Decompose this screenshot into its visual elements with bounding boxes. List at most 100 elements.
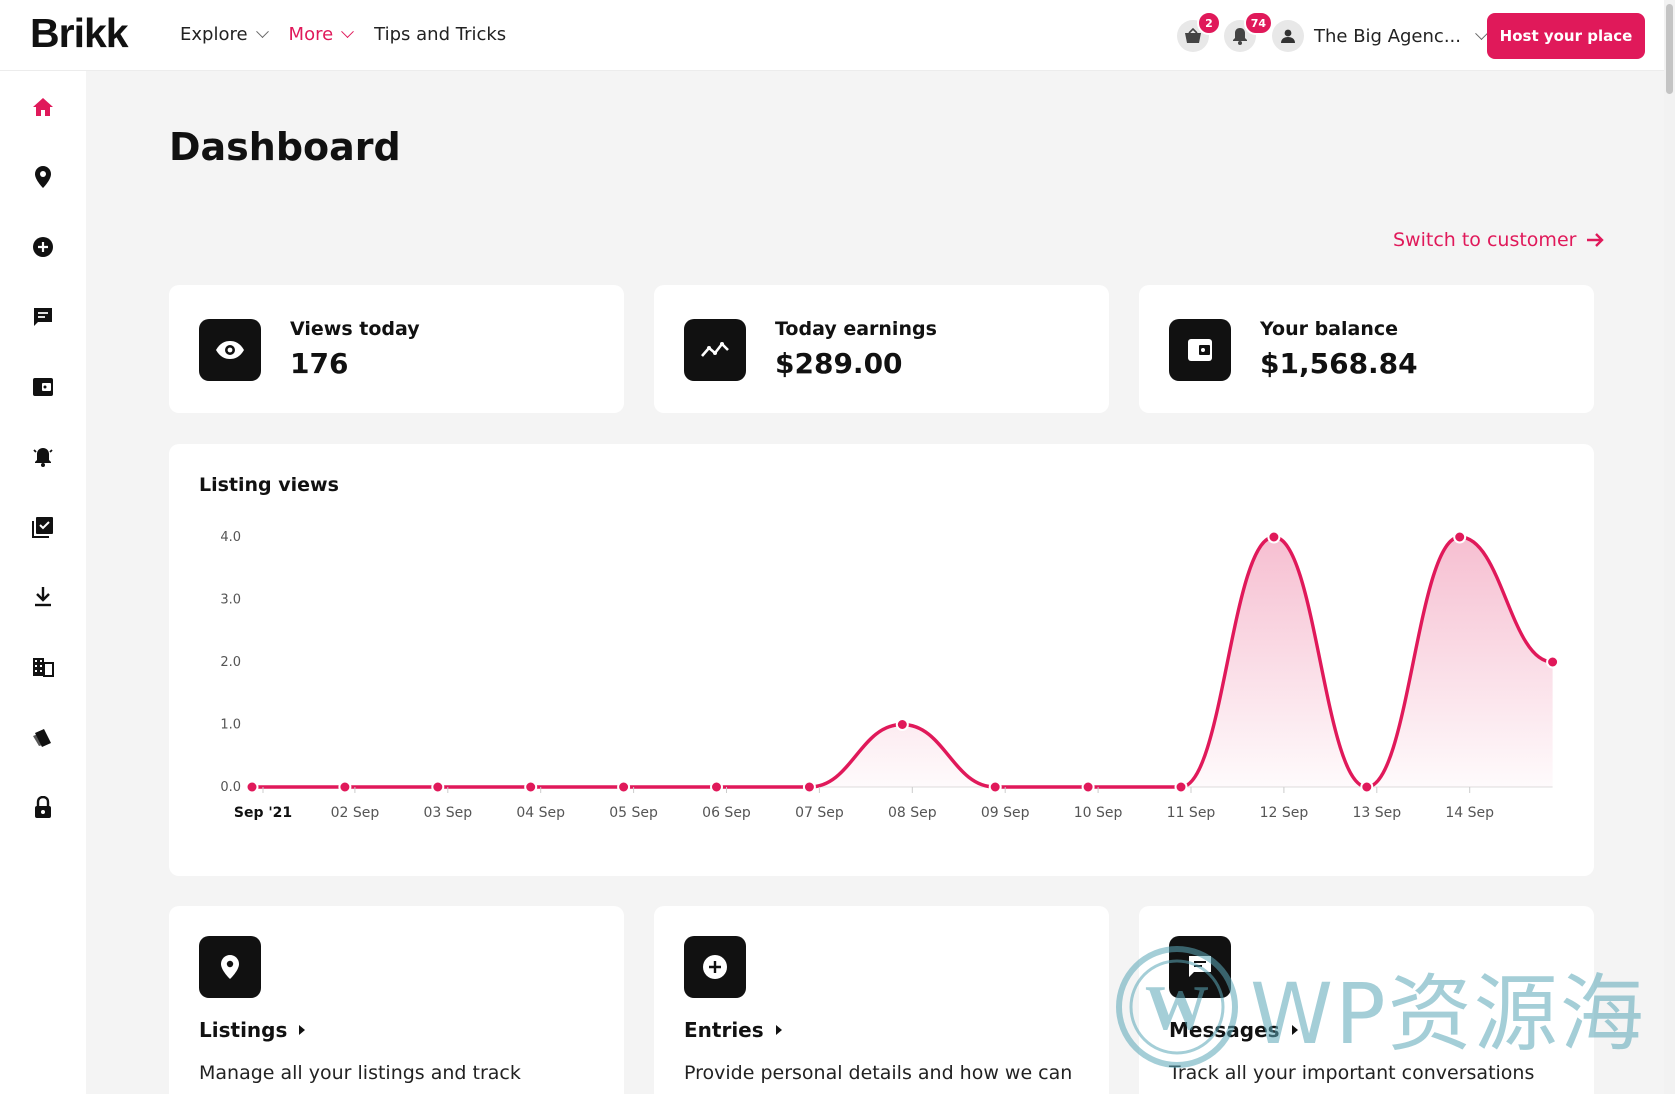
chevron-down-icon xyxy=(341,25,355,39)
listing-views-chart: 0.0 1.0 2.0 3.0 4.0 Sep '21 02 Sep 03 Sep 04 Sep… xyxy=(220,530,1560,821)
wallet-icon xyxy=(1188,339,1212,361)
data-point[interactable] xyxy=(802,780,816,794)
feature-title-text: Messages xyxy=(1169,1018,1280,1042)
feature-card-messages[interactable]: Messages Track all your important conver… xyxy=(1139,906,1594,1094)
stat-card-earnings: Today earnings $289.00 xyxy=(654,285,1109,413)
y-tick-label: 1.0 xyxy=(220,718,241,733)
feature-title[interactable]: Messages xyxy=(1169,1018,1298,1042)
listing-views-card: Listing views 0.0 1.0 2.0 3.0 4.0 Sep '21 02 S… xyxy=(169,444,1594,876)
x-tick-label: Sep '21 xyxy=(234,805,292,821)
home-icon xyxy=(33,98,53,116)
wallet-icon xyxy=(33,378,53,396)
checklist-icon xyxy=(32,517,53,538)
download-icon xyxy=(35,587,51,607)
notifications-button[interactable]: 74 xyxy=(1224,11,1273,52)
x-tick-label: 14 Sep xyxy=(1445,805,1494,821)
nav-tips[interactable]: Tips and Tricks xyxy=(374,24,506,45)
feature-title[interactable]: Listings xyxy=(199,1018,306,1042)
sidebar-item-home[interactable] xyxy=(27,91,59,123)
nav-explore[interactable]: Explore xyxy=(180,24,269,45)
notification-count-badge: 74 xyxy=(1243,11,1273,35)
plus-circle-icon xyxy=(33,237,53,257)
scrollbar-thumb[interactable] xyxy=(1666,4,1673,94)
chat-icon xyxy=(1189,956,1211,977)
alarm-bell-icon xyxy=(33,448,53,467)
x-tick-label: 08 Sep xyxy=(888,805,937,821)
data-point[interactable] xyxy=(1081,780,1095,794)
data-point[interactable] xyxy=(988,780,1002,794)
sidebar-item-messages[interactable] xyxy=(27,301,59,333)
sidebar-item-tasks[interactable] xyxy=(27,511,59,543)
y-tick-label: 4.0 xyxy=(220,530,241,545)
main-nav: Explore More Tips and Tricks xyxy=(180,24,518,45)
feature-title-text: Listings xyxy=(199,1018,288,1042)
stat-value: 176 xyxy=(290,347,349,380)
feature-card-listings[interactable]: Listings Manage all your listings and tr… xyxy=(169,906,624,1094)
sidebar-item-security[interactable] xyxy=(27,791,59,823)
account-menu[interactable]: The Big Agenc... xyxy=(1272,20,1488,52)
plus-circle-icon xyxy=(703,955,727,979)
x-tick-label: 04 Sep xyxy=(516,805,565,821)
y-tick-label: 3.0 xyxy=(220,593,241,608)
data-point[interactable] xyxy=(1360,780,1374,794)
lock-icon xyxy=(35,796,51,818)
brand-logo[interactable]: Brikk xyxy=(30,10,129,56)
account-name: The Big Agenc... xyxy=(1314,25,1461,47)
data-point[interactable] xyxy=(710,780,723,794)
sidebar-item-listings[interactable] xyxy=(27,161,59,193)
sidebar-item-add[interactable] xyxy=(27,231,59,263)
map-pin-icon xyxy=(221,955,239,979)
nav-explore-label: Explore xyxy=(180,24,248,45)
data-point[interactable] xyxy=(524,780,538,794)
map-pin-icon xyxy=(35,166,51,188)
series-area xyxy=(252,537,1553,787)
stat-icon-box xyxy=(199,319,261,381)
x-tick-label: 11 Sep xyxy=(1167,805,1216,821)
cart-count-badge: 2 xyxy=(1197,11,1221,35)
caret-right-icon xyxy=(775,1025,782,1035)
page-scrollbar[interactable] xyxy=(1664,0,1675,1094)
caret-right-icon xyxy=(299,1025,306,1035)
x-tick-label: 03 Sep xyxy=(423,805,472,821)
y-tick-label: 0.0 xyxy=(220,780,241,795)
sidebar-item-properties[interactable] xyxy=(27,651,59,683)
sidebar-item-downloads[interactable] xyxy=(27,581,59,613)
page-title: Dashboard xyxy=(169,125,401,169)
basket-icon xyxy=(1185,28,1201,43)
building-icon xyxy=(33,658,54,677)
stat-label: Views today xyxy=(290,318,420,340)
data-point[interactable] xyxy=(1174,780,1188,794)
data-point[interactable] xyxy=(1267,530,1281,544)
host-your-place-button[interactable]: Host your place xyxy=(1487,13,1645,59)
user-icon xyxy=(1281,29,1295,43)
stat-icon-box xyxy=(1169,319,1231,381)
feature-desc: Manage all your listings and track impor… xyxy=(199,1062,521,1094)
data-point[interactable] xyxy=(245,780,259,794)
feature-card-entries[interactable]: Entries Provide personal details and how… xyxy=(654,906,1109,1094)
x-tick-label: 02 Sep xyxy=(331,805,380,821)
sidebar xyxy=(0,71,86,1094)
feature-title-text: Entries xyxy=(684,1018,764,1042)
sidebar-item-tickets[interactable] xyxy=(27,721,59,753)
x-tick-label: 12 Sep xyxy=(1260,805,1309,821)
switch-to-customer-link[interactable]: Switch to customer xyxy=(1393,229,1605,251)
data-point[interactable] xyxy=(431,780,445,794)
data-point[interactable] xyxy=(1453,530,1467,544)
stat-label: Today earnings xyxy=(775,318,937,340)
cart-button[interactable]: 2 xyxy=(1177,11,1221,52)
stat-icon-box xyxy=(684,319,746,381)
feature-title[interactable]: Entries xyxy=(684,1018,782,1042)
x-tick-label: 13 Sep xyxy=(1352,805,1401,821)
caret-right-icon xyxy=(1291,1025,1298,1035)
chat-icon xyxy=(34,308,52,326)
sidebar-item-wallet[interactable] xyxy=(27,371,59,403)
x-tick-label: 07 Sep xyxy=(795,805,844,821)
sidebar-item-alerts[interactable] xyxy=(27,441,59,473)
switch-link-label: Switch to customer xyxy=(1393,229,1577,251)
data-point[interactable] xyxy=(617,780,631,794)
data-point[interactable] xyxy=(338,780,352,794)
stat-card-balance: Your balance $1,568.84 xyxy=(1139,285,1594,413)
data-point[interactable] xyxy=(895,718,909,731)
nav-more[interactable]: More xyxy=(289,24,355,45)
data-point[interactable] xyxy=(1546,655,1560,669)
